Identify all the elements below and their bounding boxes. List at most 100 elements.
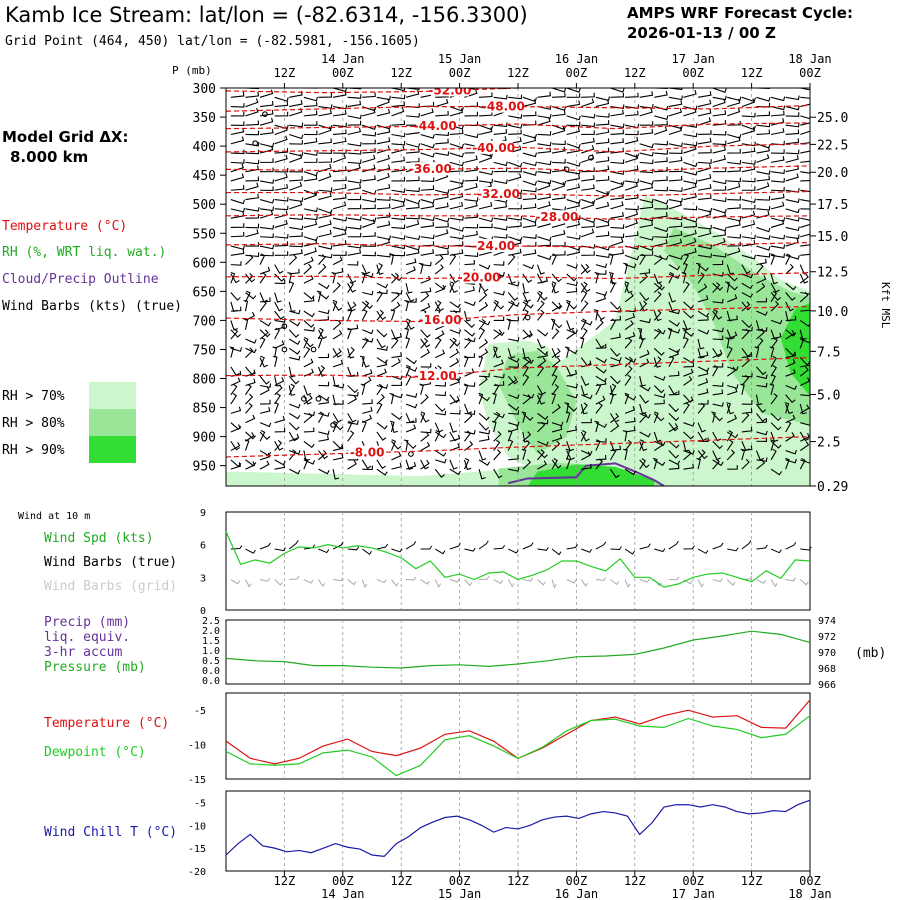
- wind-barb: [230, 185, 245, 191]
- legend-temperature: Temperature (°C): [2, 219, 127, 234]
- wind-barb: [303, 427, 315, 433]
- wind-barb: [230, 273, 240, 284]
- wind-barb: [288, 385, 296, 396]
- kft-tick-label: 25.0: [817, 111, 848, 126]
- wind-barb: [712, 230, 727, 238]
- wind-barb: [726, 346, 733, 358]
- wind-barb: [756, 310, 768, 316]
- wind-barb: [332, 201, 347, 210]
- wind-barb: [508, 425, 519, 433]
- windchill-tick-label: -20: [188, 867, 206, 878]
- wind-barb: [551, 421, 564, 427]
- wind-barb: [552, 110, 566, 117]
- wind-barb: [449, 129, 464, 136]
- wind-barb-true: [332, 541, 344, 550]
- wind-barb: [318, 430, 330, 436]
- wind-barb: [522, 133, 537, 139]
- wind-barb: [639, 403, 647, 415]
- wind-barb: [245, 347, 257, 354]
- wind-barb: [654, 120, 668, 126]
- wind-barb: [654, 186, 668, 192]
- wind-barb: [581, 451, 591, 461]
- wind-barb: [697, 351, 709, 359]
- series-line: [225, 531, 811, 588]
- wind-barb: [566, 88, 581, 93]
- wind-barb: [478, 327, 486, 340]
- wind-barb: [274, 219, 288, 228]
- wind-barb: [259, 206, 275, 212]
- wind-barb: [303, 137, 318, 145]
- wind-barb: [566, 264, 578, 269]
- wind-barb: [391, 451, 402, 461]
- bottom-time-label: 12Z: [624, 874, 646, 888]
- wind-barb: [434, 403, 446, 413]
- wind-barb-grid: [434, 579, 442, 588]
- wind-barb: [727, 177, 742, 183]
- wind-barb: [654, 150, 669, 155]
- wind-barb: [653, 431, 662, 443]
- wind-barb: [799, 273, 809, 284]
- wind-barb: [449, 234, 464, 240]
- wind-barb: [318, 450, 329, 460]
- wind-barb: [303, 263, 312, 275]
- wind-barb: [420, 143, 435, 149]
- wind-barb: [668, 440, 680, 449]
- wind-barb: [245, 292, 257, 300]
- wind-barb: [391, 156, 405, 163]
- wind-barb: [478, 154, 492, 163]
- wind-barb: [697, 207, 713, 213]
- wind-barb: [288, 319, 301, 327]
- calm-wind-circle: [524, 314, 531, 321]
- wind-barb: [668, 355, 675, 368]
- wind-barb: [668, 254, 683, 260]
- wind-barb: [522, 374, 530, 386]
- wind-barb: [289, 249, 303, 256]
- wind-barb: [551, 182, 566, 191]
- wind-barb: [727, 216, 742, 222]
- wind-barb: [654, 140, 669, 146]
- wind-barb: [697, 348, 705, 359]
- precip-tick-label: 2.0: [202, 626, 220, 637]
- wind-barb: [595, 165, 610, 173]
- isotherm-line: [226, 165, 810, 173]
- wind-barb: [566, 281, 578, 287]
- wind-barb: [259, 319, 272, 327]
- wind-barb: [464, 337, 472, 349]
- wind-barb: [288, 338, 301, 346]
- wind-barb: [610, 181, 624, 191]
- wind-barb: [726, 430, 734, 442]
- wind-barb: [318, 394, 330, 402]
- wind-barb: [566, 248, 580, 256]
- wind-barb: [389, 253, 395, 265]
- wind-barb: [683, 141, 698, 147]
- wind-barb: [726, 402, 731, 414]
- wind-barb: [274, 111, 289, 117]
- wind-barb: [785, 154, 799, 163]
- pressure-tick-label: 850: [193, 402, 216, 417]
- wind-barb: [230, 328, 239, 340]
- wind-barb: [610, 129, 625, 136]
- wind-barb: [391, 393, 403, 399]
- wind-barb: [435, 410, 447, 416]
- wind-barb: [654, 254, 669, 261]
- wind-barb: [420, 428, 432, 434]
- wind-barb: [581, 418, 592, 424]
- wind-barb: [259, 89, 274, 98]
- wind-barb: [389, 420, 395, 433]
- precip-tick-label: 0.0: [202, 676, 220, 687]
- wind-barb: [712, 130, 727, 136]
- wind-barb: [434, 450, 447, 457]
- wind-barb: [230, 111, 245, 117]
- wind-barb: [405, 292, 415, 303]
- wind-barb: [245, 414, 256, 424]
- wind-barb: [697, 244, 713, 250]
- wind-barb: [274, 279, 286, 285]
- wind-barb: [800, 208, 810, 210]
- wind-barb: [435, 88, 449, 89]
- wind-barb: [332, 383, 345, 389]
- wind-barb: [639, 300, 648, 312]
- wind-barb: [566, 320, 575, 331]
- wind-barb: [683, 449, 692, 461]
- wind-barb: [434, 431, 447, 439]
